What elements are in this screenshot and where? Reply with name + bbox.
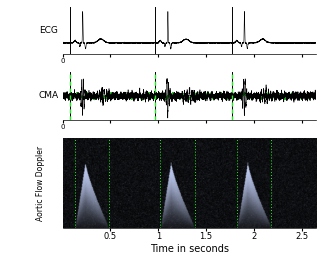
X-axis label: Time in seconds: Time in seconds xyxy=(150,244,229,254)
Y-axis label: ECG: ECG xyxy=(39,26,58,35)
Y-axis label: CMA: CMA xyxy=(38,91,58,100)
Y-axis label: Aortic Flow Doppler: Aortic Flow Doppler xyxy=(36,145,45,220)
